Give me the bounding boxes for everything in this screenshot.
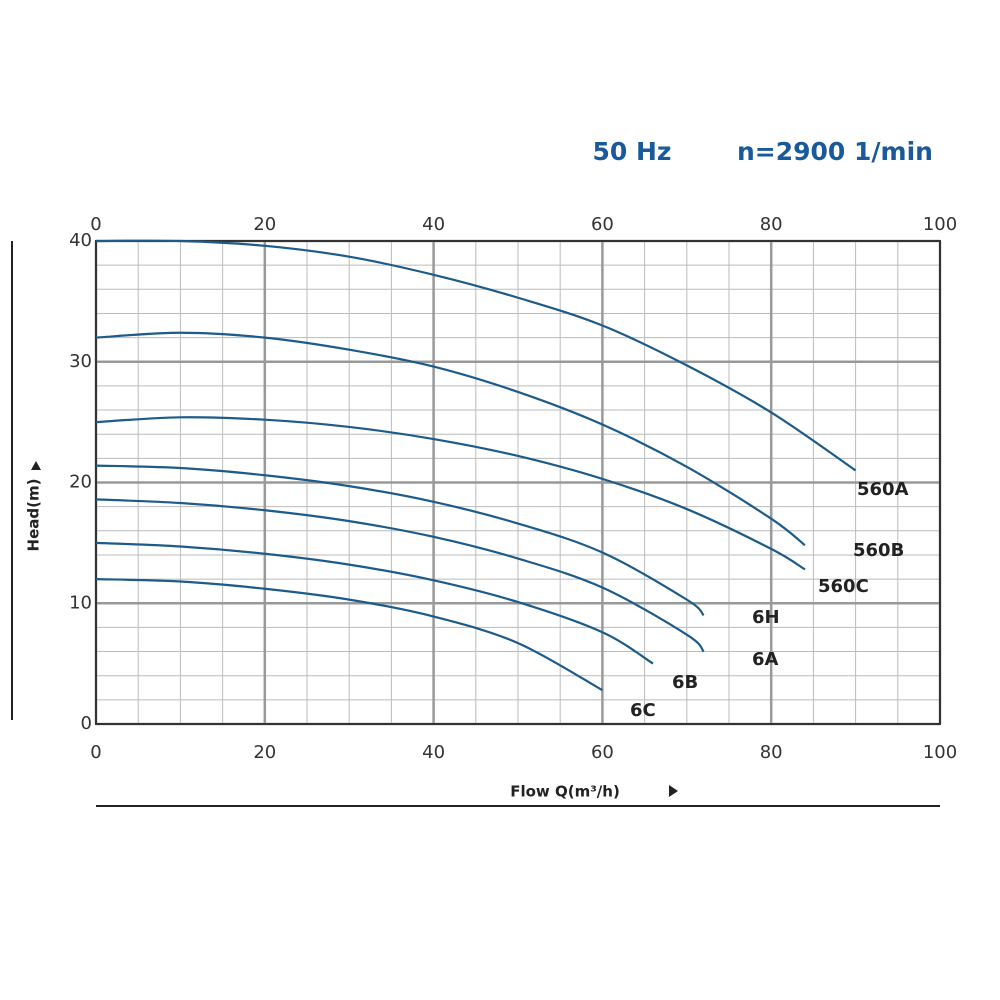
x-tick-label: 40 <box>422 742 445 763</box>
x-axis-label: Flow Q(m³/h) <box>510 783 620 801</box>
x-tick-label-top: 0 <box>90 214 101 235</box>
chart-subtitle: n=2900 1/min <box>737 137 933 166</box>
arrow <box>31 461 41 470</box>
y-tick-label: 20 <box>69 472 92 493</box>
x-tick-label-top: 100 <box>923 214 957 235</box>
x-tick-label-top: 20 <box>253 214 276 235</box>
x-tick-label: 60 <box>591 742 614 763</box>
curve <box>95 239 857 472</box>
curve <box>95 464 705 617</box>
curve <box>95 541 654 665</box>
series-label: 6H <box>752 607 780 628</box>
x-tick-label-top: 60 <box>591 214 614 235</box>
series-label: 560C <box>818 576 869 597</box>
x-tick-label: 20 <box>253 742 276 763</box>
series-label: 560B <box>853 540 904 561</box>
series-label: 6B <box>672 672 698 693</box>
series-label: 560A <box>857 479 909 500</box>
plot-frame <box>95 240 941 725</box>
series-label: 6A <box>752 649 779 670</box>
curve <box>95 331 806 547</box>
x-tick-label: 80 <box>760 742 783 763</box>
x-tick-label-top: 80 <box>760 214 783 235</box>
curve <box>95 498 705 653</box>
y-tick-label: 40 <box>69 230 92 251</box>
y-tick-label: 30 <box>69 351 92 372</box>
chart-title: 50 Hz <box>593 137 672 166</box>
y-axis-label: Head(m) <box>25 479 43 552</box>
x-tick-label-top: 40 <box>422 214 445 235</box>
curve <box>95 578 603 692</box>
x-tick-label: 100 <box>923 742 957 763</box>
arrow <box>669 785 678 797</box>
y-tick-label: 0 <box>81 713 92 734</box>
series-label: 6C <box>630 700 656 721</box>
y-tick-label: 10 <box>69 592 92 613</box>
x-tick-label: 0 <box>90 742 101 763</box>
curve <box>95 416 806 571</box>
